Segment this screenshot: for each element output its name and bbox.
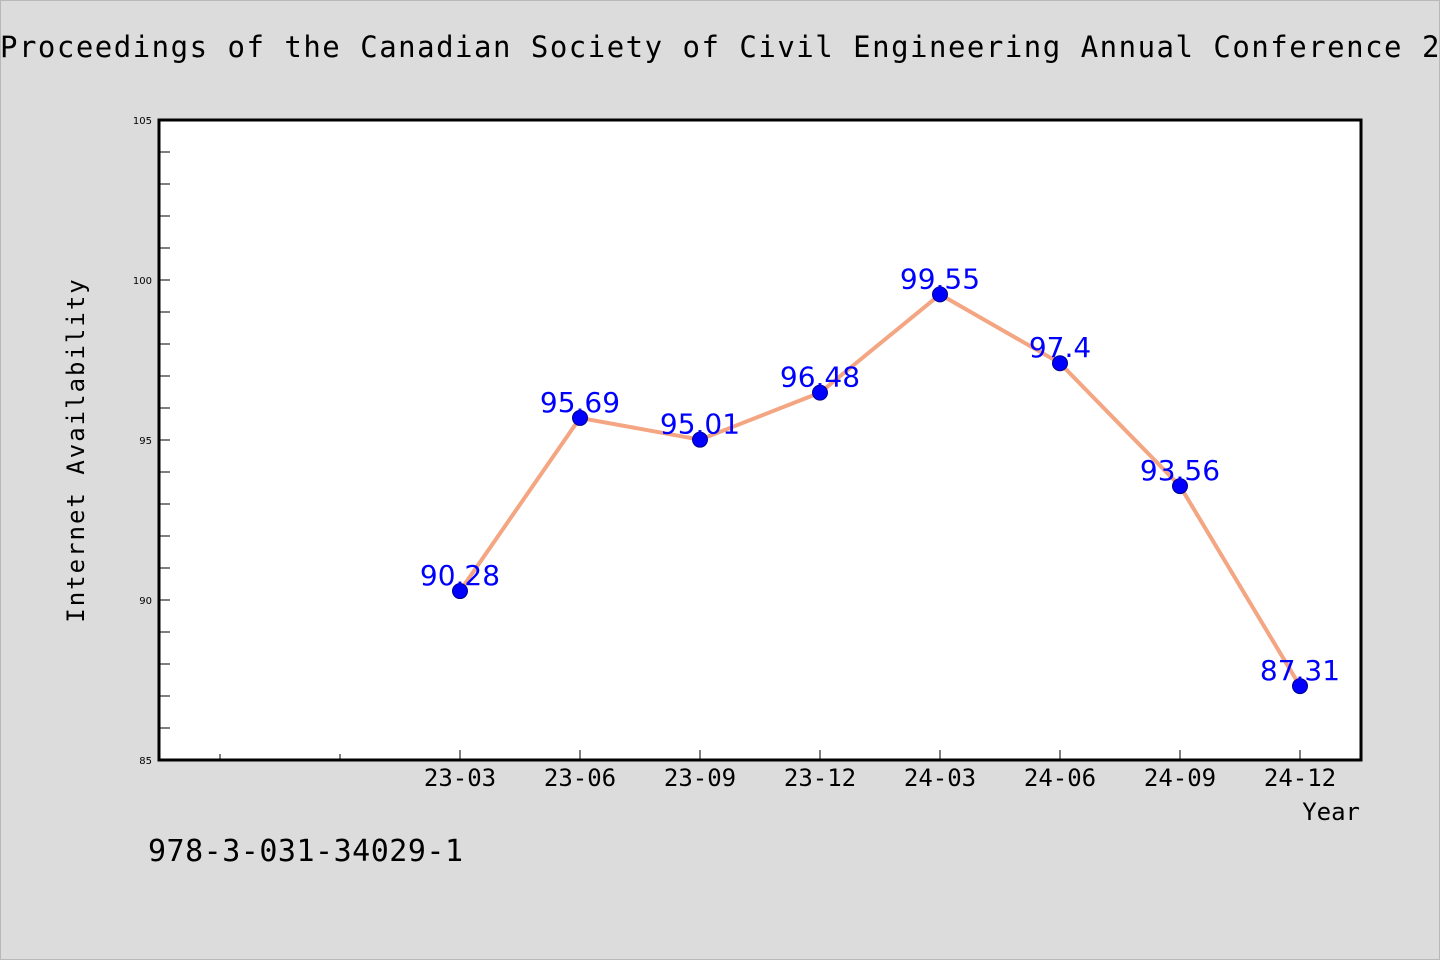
data-label: 90.28 (420, 559, 500, 592)
isbn-text: 978-3-031-34029-1 (148, 834, 464, 869)
y-axis-ticks: 85 90 95 100 105 (133, 116, 170, 767)
x-tick-label: 24-03 (904, 764, 976, 792)
y-tick-label: 95 (139, 436, 152, 447)
y-tick-label: 105 (133, 116, 152, 127)
data-label: 95.69 (540, 386, 620, 419)
data-label: 96.48 (780, 361, 860, 394)
data-label: 87.31 (1260, 654, 1340, 687)
data-point (812, 384, 828, 401)
data-label: 93.56 (1140, 454, 1220, 487)
data-label: 97.4 (1029, 331, 1091, 364)
data-point (932, 286, 948, 303)
x-tick-label: 23-03 (424, 764, 496, 792)
x-tick-label: 23-09 (664, 764, 736, 792)
y-tick-label: 100 (133, 276, 152, 287)
x-tick-label: 24-12 (1264, 764, 1336, 792)
series-line (458, 292, 1302, 688)
data-point (1172, 478, 1188, 495)
page-title: Proceedings of the Canadian Society of C… (0, 30, 1440, 64)
x-tick-label: 24-06 (1024, 764, 1096, 792)
data-labels: 90.28 95.69 95.01 96.48 99.55 97.4 93.56 87.31 (420, 262, 1340, 687)
data-label: 95.01 (660, 408, 740, 441)
series-markers (452, 286, 1308, 695)
y-axis-label: Internet Availability (62, 277, 90, 622)
data-point (452, 583, 468, 600)
x-tick-label: 23-12 (784, 764, 856, 792)
data-point (1052, 355, 1068, 372)
data-point (1292, 678, 1308, 695)
y-tick-label: 90 (139, 596, 152, 607)
data-point (572, 409, 588, 426)
data-label: 99.55 (900, 262, 980, 295)
data-point (692, 431, 708, 448)
x-tick-label: 23-06 (544, 764, 616, 792)
x-tick-label: 24-09 (1144, 764, 1216, 792)
x-axis-label: Year (1302, 798, 1360, 826)
y-tick-label: 85 (139, 756, 152, 767)
plot-area (157, 118, 1363, 762)
x-axis-ticks: 23-03 23-06 23-09 23-12 24-03 24-06 24-09 24-12 (219, 750, 1336, 792)
